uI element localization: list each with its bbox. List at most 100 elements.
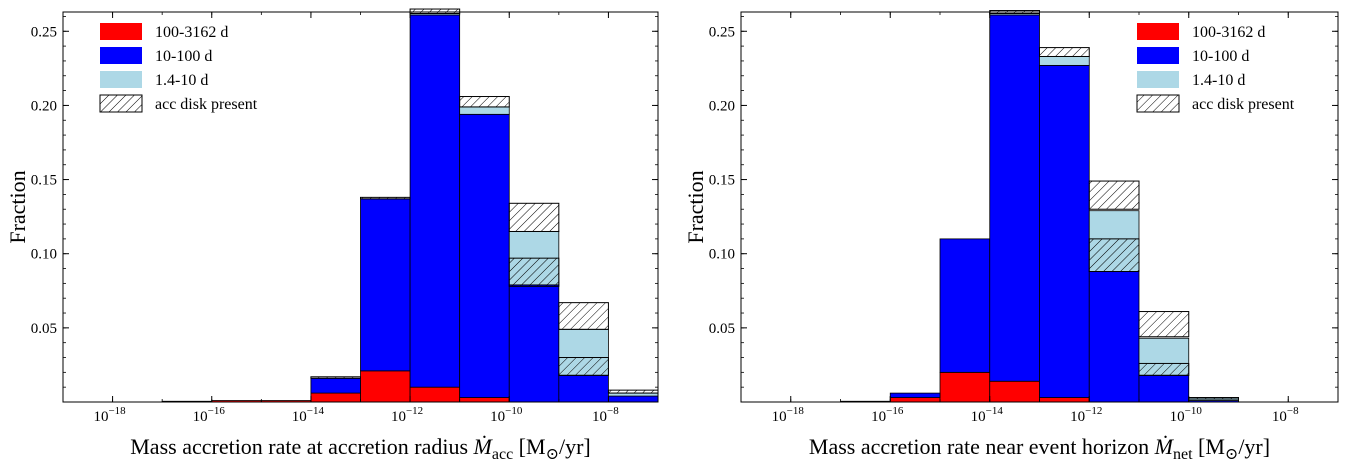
x-axis-title-xlabel-symbol: Ṁ bbox=[1154, 434, 1175, 459]
legend-label-1: 10-100 d bbox=[1192, 48, 1249, 65]
x-tick-label: 10−12 bbox=[1070, 405, 1102, 425]
x-tick-base: 10 bbox=[93, 409, 108, 425]
x-axis-title: Mass accretion rate at accretion radius … bbox=[130, 434, 590, 461]
x-tick-exponent: −8 bbox=[1287, 405, 1299, 417]
bar-10-100-d-bin-5 bbox=[310, 377, 361, 394]
bar-10-100-d-bin-5 bbox=[989, 14, 1040, 382]
hatched-acc-disk-bin-9-4 bbox=[508, 202, 560, 232]
x-axis-title-xlabel-units: [M bbox=[513, 434, 545, 459]
legend-swatch-0 bbox=[1137, 23, 1179, 40]
bar-10-100-d-bin-7 bbox=[409, 14, 461, 388]
x-tick-label: 10−14 bbox=[292, 405, 325, 425]
bar-1-4-10-d-bin-8 bbox=[459, 106, 510, 115]
x-tick-base: 10 bbox=[1070, 409, 1085, 425]
x-tick-exponent: −18 bbox=[787, 405, 805, 417]
x-axis-title-xlabel: Mass accretion rate near event horizon bbox=[809, 434, 1155, 459]
x-tick-label: 10−14 bbox=[971, 405, 1004, 425]
x-axis-title-xlabel-units-sub: ⊙ bbox=[1225, 446, 1238, 461]
bar-10-100-d-bin-6 bbox=[360, 198, 411, 372]
bar-100-3162-d-bin-8 bbox=[459, 397, 510, 403]
x-tick-exponent: −12 bbox=[406, 405, 423, 417]
hatched-acc-disk-bin-7-2 bbox=[1088, 180, 1140, 210]
hatched-acc-disk-bin-8-4 bbox=[1138, 311, 1190, 338]
legend-label-2: 1.4-10 d bbox=[155, 72, 208, 89]
bar-100-3162-d-bin-6 bbox=[1039, 397, 1090, 403]
bar-10-100-d-bin-7 bbox=[1088, 271, 1140, 403]
bar-100-3162-d-bin-4 bbox=[939, 371, 991, 403]
y-tick-label: 0.10 bbox=[31, 247, 57, 263]
bar-10-100-d-bin-6 bbox=[1039, 64, 1090, 398]
bar-1-4-10-d-bin-6 bbox=[1039, 56, 1090, 66]
hatched-acc-disk-bin-11-8 bbox=[607, 389, 659, 394]
x-axis-title-xlabel-units-sub: ⊙ bbox=[546, 446, 559, 461]
legend-swatch-1 bbox=[100, 47, 142, 64]
bar-100-3162-d-bin-5 bbox=[310, 392, 361, 403]
x-tick-base: 10 bbox=[971, 409, 986, 425]
x-axis-title-xlabel-units-end: /yr] bbox=[559, 434, 591, 459]
x-tick-base: 10 bbox=[193, 409, 208, 425]
x-tick-exponent: −16 bbox=[208, 405, 226, 417]
y-tick-label: 0.15 bbox=[31, 173, 57, 189]
bar-10-100-d-bin-4 bbox=[939, 238, 991, 373]
x-tick-label: 10−8 bbox=[592, 405, 619, 425]
x-tick-label: 10−16 bbox=[871, 405, 904, 425]
x-axis-title-xlabel-units: [M bbox=[1193, 434, 1225, 459]
hatched-acc-disk-bin-5-0 bbox=[310, 376, 361, 379]
legend-swatch-1 bbox=[1137, 47, 1179, 64]
y-tick-label: 0.10 bbox=[709, 247, 735, 263]
x-tick-base: 10 bbox=[1170, 409, 1185, 425]
hatched-acc-disk-bin-7-2 bbox=[409, 8, 461, 14]
bar-10-100-d-bin-9 bbox=[508, 284, 560, 403]
x-axis-title-xlabel-symbol: Ṁ bbox=[473, 434, 494, 459]
x-tick-base: 10 bbox=[592, 409, 607, 425]
hatched-acc-disk-bin-9-6 bbox=[508, 257, 560, 287]
hatched-acc-disk-bin-10-7 bbox=[558, 357, 609, 376]
x-tick-label: 10−8 bbox=[1272, 405, 1299, 425]
hatched-acc-disk-bin-10-5 bbox=[558, 302, 609, 330]
x-axis-title-xlabel: Mass accretion rate at accretion radius bbox=[130, 434, 473, 459]
legend-label-3: acc disk present bbox=[155, 96, 258, 113]
x-tick-exponent: −14 bbox=[986, 405, 1004, 417]
y-axis-title: Fraction bbox=[683, 170, 708, 243]
y-tick-label: 0.25 bbox=[709, 24, 735, 40]
x-axis-title: Mass accretion rate near event horizon Ṁ… bbox=[809, 434, 1270, 461]
legend-label-0: 100-3162 d bbox=[155, 24, 228, 41]
legend-swatch-3 bbox=[1136, 94, 1180, 113]
x-tick-exponent: −14 bbox=[307, 405, 325, 417]
x-tick-exponent: −10 bbox=[505, 405, 523, 417]
legend-label-0: 100-3162 d bbox=[1192, 24, 1265, 41]
hatched-acc-disk-bin-8-3 bbox=[459, 96, 510, 108]
x-tick-exponent: −10 bbox=[1185, 405, 1203, 417]
legend-swatch-2 bbox=[1137, 71, 1179, 88]
y-axis-title: Fraction bbox=[5, 170, 30, 243]
x-tick-exponent: −16 bbox=[886, 405, 904, 417]
legend-label-3: acc disk present bbox=[1192, 96, 1295, 113]
x-tick-label: 10−10 bbox=[490, 405, 523, 425]
x-tick-base: 10 bbox=[1272, 409, 1287, 425]
y-tick-label: 0.05 bbox=[31, 321, 57, 337]
x-tick-exponent: −18 bbox=[108, 405, 126, 417]
bar-10-100-d-bin-10 bbox=[558, 374, 609, 403]
x-tick-base: 10 bbox=[871, 409, 886, 425]
legend-swatch-3 bbox=[99, 94, 143, 113]
x-tick-label: 10−18 bbox=[772, 405, 805, 425]
bar-100-3162-d-bin-5 bbox=[989, 380, 1040, 403]
bar-10-100-d-bin-3 bbox=[889, 392, 941, 398]
y-tick-label: 0.05 bbox=[709, 321, 735, 337]
x-tick-base: 10 bbox=[490, 409, 505, 425]
bar-100-3162-d-bin-7 bbox=[409, 386, 461, 403]
x-axis-title-xlabel-subscript: net bbox=[1173, 446, 1193, 461]
x-axis-title-xlabel-units-end: /yr] bbox=[1238, 434, 1270, 459]
x-tick-exponent: −12 bbox=[1085, 405, 1102, 417]
bar-10-100-d-bin-11 bbox=[608, 395, 659, 403]
x-tick-exponent: −8 bbox=[607, 405, 619, 417]
hatched-acc-disk-bin-9-6 bbox=[1188, 397, 1239, 400]
legend-label-1: 10-100 d bbox=[155, 48, 212, 65]
y-tick-label: 0.15 bbox=[709, 173, 735, 189]
x-tick-base: 10 bbox=[391, 409, 406, 425]
x-tick-label: 10−12 bbox=[391, 405, 423, 425]
x-axis-title-xlabel-subscript: acc bbox=[492, 446, 513, 461]
bar-10-100-d-bin-8 bbox=[459, 113, 510, 398]
